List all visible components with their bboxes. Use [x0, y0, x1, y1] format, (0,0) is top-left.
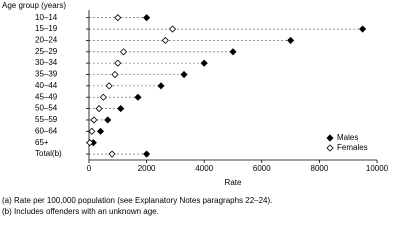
data-point: [108, 150, 116, 158]
legend-label: Females: [337, 143, 368, 152]
y-tick-label: 50–54: [35, 104, 58, 113]
data-point: [143, 14, 151, 22]
footnote: (b) Includes offenders with an unknown a…: [2, 207, 159, 216]
x-tick-label: 4000: [195, 164, 213, 173]
data-point: [95, 105, 103, 113]
legend-marker: [326, 144, 334, 152]
y-axis-title: Age group (years): [2, 1, 66, 10]
x-tick-label: 2000: [138, 164, 156, 173]
y-tick-label: 10–14: [35, 13, 58, 22]
data-point: [229, 48, 237, 56]
y-tick-label: 45–49: [35, 92, 58, 101]
y-tick-label: 20–24: [35, 36, 58, 45]
data-point: [90, 116, 98, 124]
legend-label: Males: [337, 133, 358, 142]
x-tick-label: 0: [87, 164, 92, 173]
y-tick-label: 40–44: [35, 81, 58, 90]
x-tick-label: 8000: [311, 164, 329, 173]
data-point: [161, 36, 169, 44]
data-point: [168, 25, 177, 33]
data-point: [200, 59, 208, 67]
y-tick-label: 30–34: [35, 58, 58, 67]
y-tick-label: Total(b): [35, 149, 62, 158]
chart: Age group (years) Rate (a) Rate per 100,…: [2, 1, 389, 216]
data-point: [119, 48, 128, 56]
y-tick-label: 55–59: [35, 115, 58, 124]
y-tick-label: 35–39: [35, 70, 58, 79]
legend-marker: [326, 134, 334, 142]
data-point: [114, 14, 122, 22]
y-tick-label: 25–29: [35, 47, 58, 56]
data-point: [157, 82, 165, 90]
y-tick-label: 15–19: [35, 24, 58, 33]
data-point: [99, 93, 107, 101]
data-point: [86, 139, 94, 147]
data-point: [359, 25, 367, 33]
data-point: [105, 82, 113, 90]
data-point: [134, 93, 142, 101]
data-point: [143, 150, 151, 158]
data-point: [111, 70, 119, 79]
data-point: [96, 127, 105, 135]
data-point: [180, 70, 188, 79]
data-point: [117, 105, 125, 113]
x-axis-title: Rate: [225, 178, 242, 187]
x-tick-label: 10000: [366, 164, 389, 173]
footnote: (a) Rate per 100,000 population (see Exp…: [2, 196, 272, 205]
y-tick-label: 65+: [35, 138, 49, 147]
x-tick-label: 6000: [253, 164, 271, 173]
data-point: [104, 116, 112, 124]
data-point: [114, 59, 122, 67]
y-tick-label: 60–64: [35, 126, 58, 135]
data-point: [287, 36, 295, 44]
data-point: [88, 127, 96, 135]
